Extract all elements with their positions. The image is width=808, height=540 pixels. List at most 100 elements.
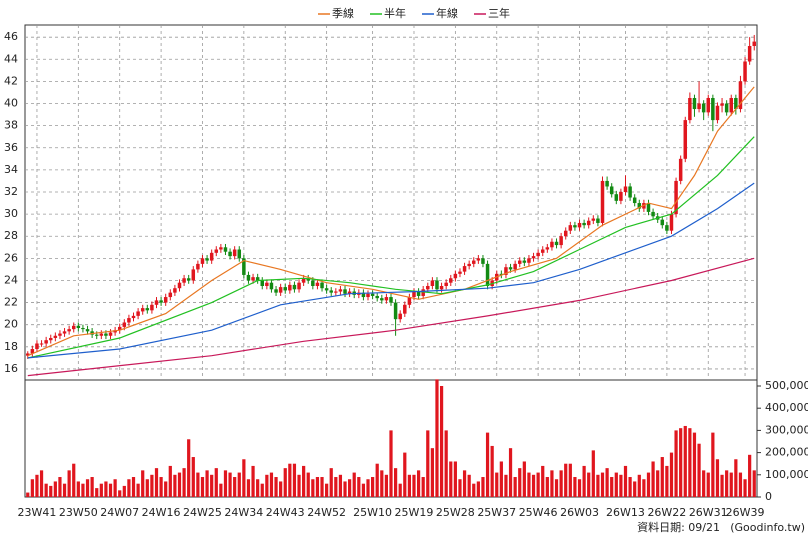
candle-body [159,300,163,303]
volume-bar [554,479,559,497]
volume-bar [467,474,471,497]
volume-bar [591,450,595,497]
volume-bar [338,474,343,497]
candle-body [191,269,196,281]
volume-tick-label: 0 [765,490,772,503]
candle-body [131,315,136,319]
volume-bar [329,468,333,497]
volume-bar [435,379,439,497]
candle-body [94,334,99,336]
volume-bar [495,472,499,497]
volume-bar [76,481,80,497]
candle-body [513,263,517,270]
candle-body [219,247,223,250]
candle-body [389,297,393,303]
volume-bar [573,477,577,497]
volume-bar [219,483,223,497]
candle-body [375,295,379,299]
y-tick-label: 46 [4,30,18,43]
candle-body [393,302,398,320]
y-tick-label: 32 [4,185,18,198]
volume-bar [665,465,669,497]
volume-bar [752,470,756,497]
volume-bar [651,461,655,497]
volume-bar [725,470,729,497]
candle-body [619,191,623,201]
candle-body [297,282,301,290]
y-tick-label: 20 [4,318,18,331]
volume-bar [49,485,53,497]
volume-bar [35,474,39,497]
candle-body [458,271,462,274]
candle-body [292,284,297,290]
volume-bar [729,472,733,497]
volume-bar [256,479,260,497]
volume-bar [168,465,172,497]
volume-bar [458,479,462,497]
volume-bar [398,483,402,497]
candle-body [108,332,113,336]
volume-bar [743,479,747,497]
candle-body [444,282,448,286]
volume-bar [370,477,375,497]
candle-body [338,289,343,292]
x-tick-label: 26W03 [560,506,599,519]
candle-body [182,278,186,283]
candle-body [255,277,260,281]
candle-body [577,222,582,228]
volume-bar [246,479,251,497]
volume-tick-label: 400,000 [765,401,808,414]
candle-body [623,186,628,192]
candle-body [536,252,540,257]
volume-bar [361,483,366,497]
candle-body [426,285,430,290]
candle-body [186,278,191,281]
candle-body [527,258,531,263]
y-tick-label: 26 [4,251,18,264]
candle-body [177,282,182,289]
volume-bar [619,474,623,497]
volume-bar [26,492,30,497]
volume-bar [407,474,412,497]
candle-body [600,180,605,223]
candle-body [729,97,733,113]
y-tick-label: 16 [4,362,18,375]
candle-body [517,260,522,264]
volume-bar [196,472,200,497]
x-tick-label: 25W19 [395,506,434,519]
y-tick-label: 28 [4,229,18,242]
candle-body [591,218,596,221]
volume-bar [628,477,632,497]
candle-body [49,337,53,341]
candle-body [582,222,586,226]
candle-body [315,282,320,286]
candle-body [127,318,131,323]
volume-bar [384,474,389,497]
ma-line [27,136,755,359]
candle-body [246,274,251,281]
legend-label: 三年 [488,6,510,20]
candle-body [646,203,651,212]
candle-body [136,311,140,316]
candle-body [637,203,642,209]
volume-bar [642,479,646,497]
candle-body [237,249,242,259]
candle-body [559,236,563,246]
volume-bar [58,477,62,497]
candle-body [403,304,407,314]
volume-bar [375,463,379,497]
volume-bar [393,468,398,497]
volume-bar [53,481,57,497]
volume-bar [39,470,44,497]
y-tick-label: 24 [4,273,18,286]
volume-tick-label: 300,000 [765,423,808,436]
candle-body [44,340,48,344]
volume-bar [545,477,549,497]
volume-bar [159,477,163,497]
volume-bar [150,474,154,497]
candle-body [596,218,600,223]
legend-label: 季線 [332,6,354,20]
volume-bar [669,452,674,497]
volume-bar [187,439,191,497]
volume-bar [444,430,448,497]
